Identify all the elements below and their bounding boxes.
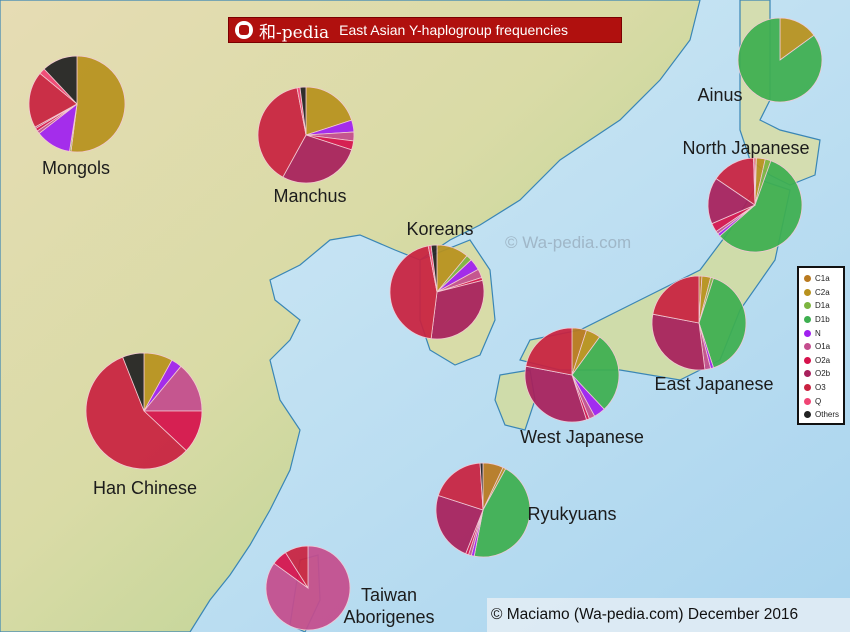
legend-item-d1b: D1b (804, 313, 843, 327)
pie-taiwan-aborigenes (265, 545, 351, 631)
pie-slice-others (430, 244, 438, 293)
label-east-japanese: East Japanese (654, 374, 774, 394)
legend-item-c2a: C2a (804, 286, 843, 300)
pie-slice-others (122, 352, 145, 412)
legend-label: N (815, 328, 821, 338)
pie-east-japanese (651, 275, 747, 371)
pie-ainus (737, 17, 823, 103)
label-manchus: Manchus (273, 186, 347, 206)
legend-swatch (804, 356, 811, 364)
pie-slice-o2b (282, 134, 353, 184)
label-ryukyuans: Ryukyuans (527, 504, 617, 524)
legend-swatch (804, 302, 811, 310)
pie-slice-o3 (437, 462, 484, 511)
legend-item-n: N (804, 326, 843, 340)
legend-swatch (804, 316, 811, 324)
pie-slice-q (753, 157, 756, 206)
pie-slice-d1b (737, 17, 823, 103)
pie-slice-o3 (652, 275, 700, 324)
pie-slice-d1b (571, 336, 620, 410)
legend-swatch (804, 275, 811, 283)
legend-item-others: Others (804, 408, 843, 422)
map-title: East Asian Y-haplogroup frequencies (339, 22, 568, 38)
label-west-japanese: West Japanese (520, 427, 644, 447)
legend-label: O2b (815, 369, 831, 379)
legend-label: D1a (815, 301, 830, 311)
legend-swatch (804, 411, 811, 419)
pie-slice-others (299, 86, 307, 136)
pie-slice-d1b (473, 468, 531, 558)
title-banner: 和-pedia East Asian Y-haplogroup frequenc… (228, 17, 622, 43)
legend-item-o2b: O2b (804, 367, 843, 381)
pie-slice-c2a (305, 86, 353, 136)
pie-slice-o2b (430, 279, 485, 340)
pie-slice-o2b (651, 313, 706, 371)
legend-swatch (804, 384, 811, 392)
label-taiwan-aborigenes: Taiwan Aborigenes (343, 585, 435, 627)
pie-slice-o3 (525, 327, 573, 376)
pie-slice-o3 (389, 245, 438, 340)
pie-slice-o3 (85, 356, 187, 470)
pie-slice-o1a (143, 365, 203, 412)
legend-item-o3: O3 (804, 381, 843, 395)
label-north-japanese: North Japanese (682, 138, 810, 158)
wa-pedia-logo-icon (235, 21, 253, 39)
legend-label: D1b (815, 315, 830, 325)
legend: C1a C2a D1a D1b N O1a O2a O2b O3 Q Others (797, 266, 845, 425)
pie-slice-others (479, 462, 484, 511)
pie-slice-o3 (284, 545, 309, 590)
legend-label: O2a (815, 355, 831, 365)
legend-item-q: Q (804, 394, 843, 408)
pie-slice-o3 (257, 87, 307, 178)
pie-slice-others (43, 55, 78, 106)
copyright-notice: © Maciamo (Wa-pedia.com) December 2016 (487, 598, 850, 632)
legend-item-o2a: O2a (804, 354, 843, 368)
legend-label: C1a (815, 274, 830, 284)
legend-swatch (804, 343, 811, 351)
pie-ryukyuans (435, 462, 531, 558)
legend-label: C2a (815, 287, 830, 297)
mainland-asia (0, 0, 701, 632)
pie-north-japanese (707, 157, 803, 253)
legend-label: Q (815, 396, 822, 406)
legend-swatch (804, 329, 811, 337)
legend-item-c1a: C1a (804, 272, 843, 286)
legend-item-d1a: D1a (804, 299, 843, 313)
pie-slice-c2a (70, 55, 126, 153)
label-ainus: Ainus (697, 85, 743, 105)
label-mongols: Mongols (41, 158, 111, 178)
legend-swatch (804, 397, 811, 405)
pie-slice-d1b (719, 160, 803, 253)
legend-item-o1a: O1a (804, 340, 843, 354)
pie-slice-o2b (435, 494, 484, 555)
pie-slice-o2b (707, 178, 756, 225)
legend-label: Others (815, 410, 840, 420)
watermark: © Wa-pedia.com (505, 233, 632, 252)
pie-slice-o2b (524, 365, 588, 423)
pie-west-japanese (524, 327, 620, 423)
pie-manchus (257, 86, 355, 184)
pie-koreans (389, 244, 485, 340)
pie-han-chinese (85, 352, 203, 470)
legend-label: O1a (815, 342, 831, 352)
pie-mongols (28, 55, 126, 153)
legend-label: O3 (815, 383, 826, 393)
label-han-chinese: Han Chinese (92, 478, 198, 498)
pie-slice-o3 (28, 72, 78, 128)
brand-name: 和-pedia (259, 22, 330, 43)
label-koreans: Koreans (406, 219, 474, 239)
legend-swatch (804, 370, 811, 378)
pie-slice-d1b (698, 277, 747, 369)
legend-swatch (804, 288, 811, 296)
